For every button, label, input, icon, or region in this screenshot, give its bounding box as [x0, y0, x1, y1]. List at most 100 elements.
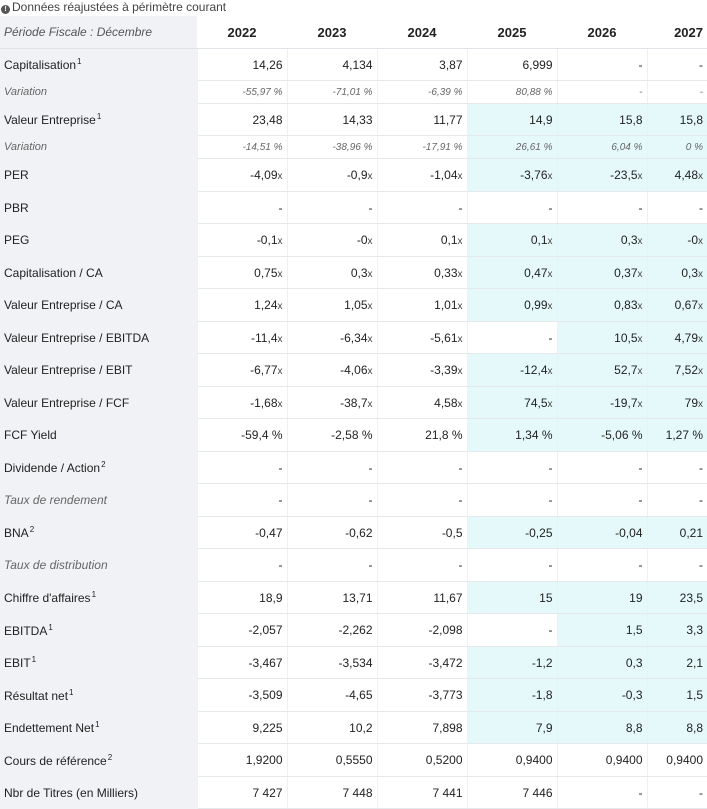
value-text: 0,21 [679, 525, 703, 540]
value-cell: -55,97 % [196, 80, 287, 104]
value-text: 11,67 [433, 590, 463, 605]
value-text: 7,898 [432, 720, 463, 735]
value-text: 15,8 [619, 112, 643, 127]
row-label-text: Valeur Entreprise / EBITDA [4, 330, 150, 345]
value-text: -0,9 [346, 168, 368, 182]
value-text: - [638, 493, 643, 507]
value-text: - [368, 200, 373, 215]
value-text: 0,5200 [425, 753, 463, 767]
value-cell: -4,65 [286, 678, 377, 712]
value-text: 0,1 [440, 233, 458, 247]
row-label-text: EBITDA [4, 623, 48, 638]
value-cell: 0,9400 [646, 743, 707, 777]
table-row: Valeur Entreprise / EBITDA -11,4x -6,34x -5… [0, 321, 707, 354]
value-cell: 0 % [646, 135, 707, 159]
value-cell: -3,773 [376, 678, 467, 712]
table-row: Nbr de Titres (en Milliers) 7 427 7 448 7 4… [0, 776, 707, 809]
value-text: 7 427 [252, 785, 283, 800]
value-cell: 9,225 [196, 711, 287, 744]
value-text: 0,37 [614, 265, 638, 280]
value-text: -3,472 [428, 655, 463, 670]
data-notice: ! Données réajustées à périmètre courant [0, 0, 707, 16]
value-text: 21,8 % [425, 428, 463, 442]
table-row: EBIT1 -3,467 -3,534 -3,472 -1,2 0,3 2,1 [0, 646, 707, 679]
value-cell: -38,7x [286, 386, 377, 419]
value-cell: -0,25 [466, 516, 557, 549]
value-cell: - [646, 776, 707, 809]
multiple-suffix: x [367, 268, 373, 280]
value-cell: 15 [466, 581, 557, 614]
value-cell: 8,8 [646, 711, 707, 744]
footnote-marker: 2 [101, 460, 106, 469]
table-row: Capitalisation1 14,26 4,134 3,87 6,999 - - [0, 48, 707, 81]
value-text: -1,2 [531, 655, 553, 670]
value-cell: - [556, 48, 647, 81]
value-text: -38,96 % [332, 141, 373, 153]
value-text: 0,9400 [515, 753, 553, 767]
row-label: Taux de rendement [0, 483, 197, 517]
value-text: 0,1 [530, 233, 548, 247]
value-text: - [699, 200, 703, 215]
row-label: PBR [0, 191, 197, 224]
value-cell: -12,4x [466, 353, 557, 387]
value-text: -5,06 % [601, 428, 643, 442]
value-cell: - [646, 451, 707, 484]
multiple-suffix: x [457, 398, 463, 410]
multiple-suffix: x [457, 366, 463, 377]
value-cell: 0,75x [196, 256, 287, 289]
value-text: 8,8 [625, 720, 643, 735]
multiple-suffix: x [457, 236, 463, 247]
value-text: - [699, 493, 703, 507]
period-label: Période Fiscale : Décembre [0, 16, 197, 49]
value-text: -1,8 [531, 688, 553, 702]
value-text: 4,134 [342, 57, 373, 72]
row-label-text: Cours de référence [4, 753, 107, 768]
value-cell: 21,8 % [376, 418, 467, 452]
value-cell: - [556, 776, 647, 809]
value-text: -14,51 % [242, 141, 283, 153]
value-text: 13,71 [342, 590, 373, 605]
value-text: - [638, 200, 643, 215]
value-cell: 19 [556, 581, 647, 614]
value-text: -4,09 [250, 168, 278, 182]
multiple-suffix: x [547, 236, 553, 247]
multiple-suffix: x [277, 268, 283, 280]
row-label-text: EBIT [4, 656, 31, 670]
footnote-marker: 1 [77, 57, 82, 66]
multiple-suffix: x [547, 398, 553, 410]
value-cell: -59,4 % [196, 418, 287, 452]
multiple-suffix: x [457, 171, 463, 182]
row-label-text: Nbr de Titres (en Milliers) [4, 785, 139, 800]
value-text: - [368, 460, 373, 475]
row-label-text: Résultat net [4, 688, 69, 703]
value-cell: - [646, 191, 707, 224]
value-text: 6,999 [522, 57, 553, 72]
value-cell: 0,9400 [466, 743, 557, 777]
value-text: - [278, 460, 283, 475]
value-text: -1,04 [430, 168, 458, 182]
value-text: -0 [687, 233, 698, 247]
value-text: -11,4 [251, 330, 278, 345]
multiple-suffix: x [698, 398, 703, 410]
value-cell: - [196, 451, 287, 484]
value-cell: 1,9200 [196, 743, 287, 777]
value-text: 7 446 [522, 785, 553, 800]
value-text: 15,8 [679, 112, 703, 127]
value-cell: 1,5 [646, 678, 707, 712]
value-text: -1,68 [250, 395, 278, 410]
row-label-text: Capitalisation / CA [4, 265, 103, 280]
value-text: 18,9 [259, 590, 283, 605]
value-cell: 1,34 % [466, 418, 557, 452]
value-text: - [458, 558, 463, 572]
value-text: 4,48 [674, 168, 698, 182]
value-text: -3,509 [248, 688, 283, 702]
value-text: -4,06 [340, 363, 368, 377]
year-header: 2022 [197, 16, 287, 49]
value-text: -71,01 % [332, 86, 373, 98]
value-cell: 0,33x [376, 256, 467, 289]
value-text: 23,48 [252, 112, 283, 127]
value-text: 10,2 [349, 720, 373, 735]
multiple-suffix: x [637, 171, 643, 182]
value-text: 0,3 [620, 233, 638, 247]
notice-text: Données réajustées à périmètre courant [12, 0, 227, 14]
